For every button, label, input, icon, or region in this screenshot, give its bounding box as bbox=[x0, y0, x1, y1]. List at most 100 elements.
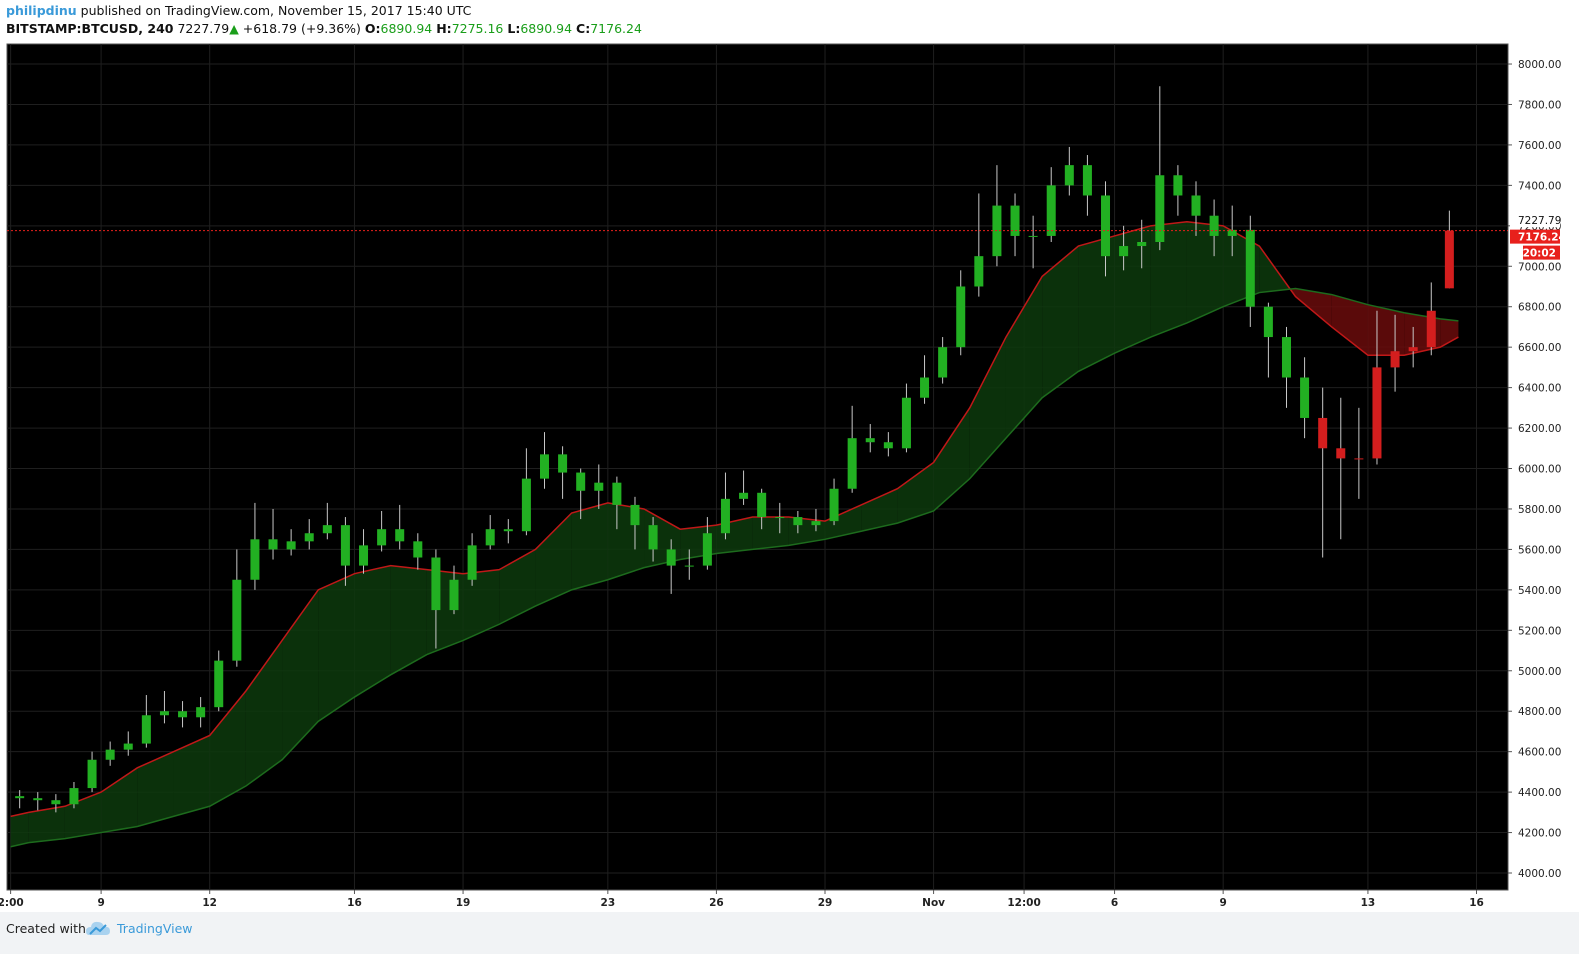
y-tick-label: 5200.00 bbox=[1518, 625, 1561, 637]
ma-cloud bbox=[1150, 221, 1187, 338]
candle-body bbox=[87, 759, 97, 789]
brand-link[interactable]: TradingView bbox=[117, 921, 193, 936]
candle-body bbox=[1336, 448, 1346, 459]
countdown-box bbox=[1523, 245, 1560, 260]
y-tick-label: 6600.00 bbox=[1518, 342, 1561, 354]
ma-cloud bbox=[354, 565, 391, 698]
y-tick-label: 5600.00 bbox=[1518, 544, 1561, 556]
candle-body bbox=[1281, 337, 1291, 378]
candle-body bbox=[956, 286, 966, 348]
candle-body bbox=[883, 442, 893, 449]
candle-body bbox=[1408, 347, 1418, 352]
ma-cloud bbox=[1078, 235, 1115, 372]
ma-cloud bbox=[897, 462, 934, 524]
candle-body bbox=[214, 660, 224, 708]
open-label: O: bbox=[364, 21, 381, 36]
x-tick-label: 29 bbox=[818, 897, 833, 909]
close-label: C: bbox=[576, 21, 591, 36]
last-price-box bbox=[1510, 213, 1560, 228]
candle-body bbox=[829, 488, 839, 522]
close-price-label: 7176.24 bbox=[1518, 232, 1566, 244]
publish-line: philipdinu published on TradingView.com,… bbox=[6, 3, 471, 18]
close-price-box bbox=[1510, 229, 1560, 244]
candle-body bbox=[1390, 351, 1400, 368]
y-tick-label: 6800.00 bbox=[1518, 302, 1561, 314]
candle-body bbox=[1209, 215, 1219, 236]
candle-body bbox=[1426, 310, 1436, 348]
y-tick-label: 7600.00 bbox=[1518, 140, 1561, 152]
ma-cloud bbox=[535, 513, 572, 607]
x-tick-label: 13 bbox=[1361, 897, 1376, 909]
ma-cloud bbox=[1331, 294, 1368, 356]
candle-body bbox=[594, 482, 604, 491]
ma-cloud bbox=[28, 806, 65, 843]
ma-cloud bbox=[1440, 318, 1459, 348]
price: 7227.79 bbox=[177, 21, 230, 36]
x-tick-label: 23 bbox=[601, 897, 616, 909]
candle-body bbox=[431, 557, 441, 611]
y-tick-label: 4400.00 bbox=[1518, 787, 1561, 799]
ma-cloud bbox=[1295, 288, 1332, 327]
candle-body bbox=[395, 529, 405, 542]
ma-cloud bbox=[825, 504, 862, 540]
candle-body bbox=[847, 438, 857, 489]
x-tick-label: 16 bbox=[347, 897, 362, 909]
ma-cloud bbox=[282, 589, 319, 760]
x-tick-label: 19 bbox=[456, 897, 471, 909]
y-tick-label: 7800.00 bbox=[1518, 99, 1561, 111]
candle-body bbox=[739, 492, 749, 499]
ma-cloud bbox=[752, 517, 789, 550]
ma-cloud bbox=[499, 549, 536, 625]
candle-body bbox=[1155, 175, 1165, 242]
candle-body bbox=[1137, 242, 1147, 247]
high-label: H: bbox=[436, 21, 452, 36]
y-tick-label: 5800.00 bbox=[1518, 504, 1561, 516]
footer-band bbox=[0, 912, 1579, 954]
candle-body bbox=[1064, 165, 1074, 186]
y-tick-label: 4600.00 bbox=[1518, 747, 1561, 759]
open-value: 6890.94 bbox=[380, 21, 433, 36]
published-text: published on TradingView.com, November 1… bbox=[80, 3, 472, 18]
candle-body bbox=[141, 715, 151, 744]
candle-body bbox=[811, 521, 821, 526]
candle-body bbox=[1354, 458, 1364, 460]
author[interactable]: philipdinu bbox=[6, 3, 77, 18]
candle-body bbox=[159, 711, 169, 716]
ma-cloud bbox=[101, 767, 138, 833]
candle-body bbox=[1227, 229, 1237, 236]
ma-cloud bbox=[173, 735, 210, 817]
plot bbox=[10, 86, 1459, 848]
candle-body bbox=[232, 579, 242, 661]
low-label: L: bbox=[507, 21, 521, 36]
y-tick-label: 4200.00 bbox=[1518, 828, 1561, 840]
ma-cloud bbox=[318, 573, 355, 722]
ma-cloud bbox=[209, 690, 246, 807]
y-tick-label: 5000.00 bbox=[1518, 666, 1561, 678]
candle-body bbox=[1028, 235, 1038, 237]
candle-body bbox=[684, 565, 694, 567]
candle-body bbox=[920, 377, 930, 398]
candle-body bbox=[268, 539, 278, 550]
candle-body bbox=[15, 796, 25, 799]
candle-body bbox=[630, 504, 640, 526]
close-value: 7176.24 bbox=[590, 21, 642, 36]
x-tick-label: 16 bbox=[1469, 897, 1484, 909]
ma-cloud bbox=[137, 751, 174, 827]
candle-body bbox=[123, 743, 133, 750]
x-tick-label: 2:00 bbox=[0, 897, 24, 909]
x-tick-label: 12 bbox=[202, 897, 217, 909]
candle-body bbox=[467, 545, 477, 580]
ma-cloud bbox=[933, 407, 970, 511]
candle-body bbox=[359, 545, 369, 566]
moving-average bbox=[10, 221, 1459, 818]
x-tick-label: 26 bbox=[709, 897, 724, 909]
ma-cloud bbox=[245, 640, 283, 787]
candle-body bbox=[69, 788, 79, 805]
candle-body bbox=[250, 539, 260, 580]
symbol: BITSTAMP:BTCUSD, 240 bbox=[6, 21, 174, 36]
candle-body bbox=[1372, 367, 1382, 459]
candle-body bbox=[974, 256, 984, 287]
y-tick-label: 8000.00 bbox=[1518, 59, 1561, 71]
